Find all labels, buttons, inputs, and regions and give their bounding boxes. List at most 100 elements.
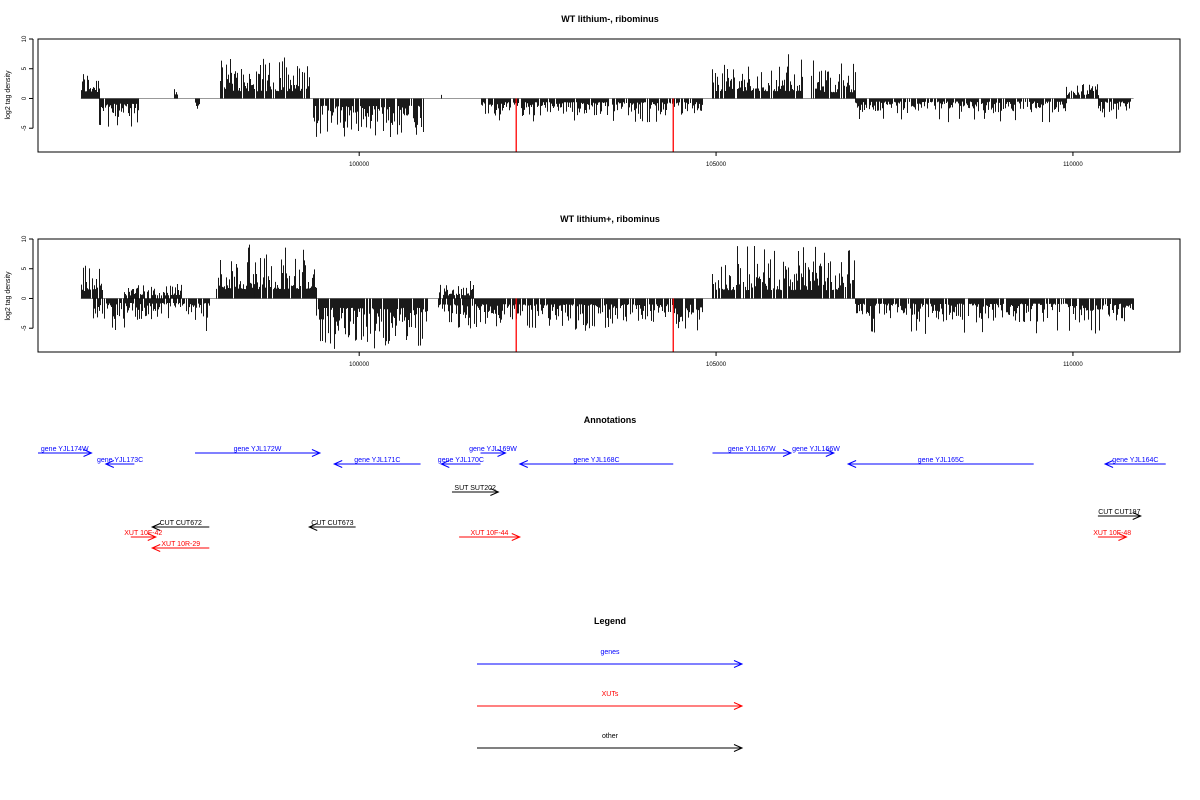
feature-xut: XUT 10F-44 (459, 530, 522, 541)
plot-frame (37, 238, 1181, 353)
feature-gene: gene YJL165C (846, 457, 1034, 468)
arrow-head (733, 702, 744, 710)
arrow-head (497, 449, 507, 457)
panel-title: WT lithium+, ribominus (560, 214, 660, 224)
x-tick-label: 105000 (706, 362, 727, 368)
coverage-bar-group (174, 89, 178, 99)
arrow-head (307, 523, 318, 531)
y-tick-label: 5 (22, 66, 28, 70)
red-markers (515, 98, 674, 152)
legend-item-gene: genes (477, 649, 744, 668)
feature-gene: gene YJL170C (438, 457, 484, 468)
y-axis: 10 5 0 -5 (22, 35, 34, 131)
feature-gene: gene YJL167W (712, 446, 793, 457)
y-tick-label: 5 (22, 266, 28, 270)
x-tick-label: 105000 (706, 162, 727, 168)
x-tick-label: 100000 (349, 362, 370, 368)
feature-gene: gene YJL166W (792, 446, 840, 457)
legend-items: genes XUTs other (477, 649, 744, 752)
arrow-head (1118, 533, 1128, 541)
feature-label: gene YJL170C (438, 457, 484, 464)
coverage-bar-group (81, 265, 103, 299)
coverage-bar-group (313, 98, 424, 137)
arrow-head (490, 488, 500, 496)
arrow-head (733, 744, 744, 752)
feature-label: gene YJL167W (728, 446, 776, 453)
feature-label: SUT SUT202 (454, 485, 496, 492)
arrow-head (440, 460, 450, 468)
annotation-features: gene YJL174W gene YJL173C gene YJL172W gene… (38, 446, 1166, 552)
y-tick-label: -5 (22, 125, 28, 131)
feature-other: SUT SUT202 (451, 485, 500, 496)
legend-item-xut: XUTs (477, 691, 744, 710)
feature-xut: XUT 10F-42 (124, 530, 162, 541)
arrow-head (104, 460, 115, 468)
feature-other: CUT CUT673 (307, 520, 356, 531)
coverage-bar-group (855, 98, 1067, 123)
feature-label: gene YJL168C (573, 457, 619, 464)
track-panel-lithium-minus: WT lithium-, ribominus log2 tag density … (5, 14, 1181, 168)
track-panel-lithium-plus: WT lithium+, ribominus log2 tag density … (5, 214, 1181, 368)
coverage-bar-group (438, 298, 703, 331)
feature-label: XUT 10R-29 (161, 541, 200, 548)
coverage-bars (81, 54, 1131, 137)
arrow-head (83, 449, 93, 457)
feature-gene: gene YJL174W (38, 446, 93, 457)
feature-other: CUT CUT197 (1097, 509, 1142, 520)
y-tick-label: -5 (22, 325, 28, 331)
coverage-bar-group (124, 284, 182, 299)
y-tick-label: 10 (22, 235, 28, 242)
x-tick-label: 110000 (1063, 362, 1083, 368)
legend-label: XUTs (602, 691, 619, 698)
arrow-head (332, 460, 343, 468)
feature-label: CUT CUT673 (311, 520, 353, 527)
coverage-bar-group (220, 57, 310, 99)
y-axis-label: log2 tag density (5, 271, 12, 321)
y-tick-label: 0 (22, 96, 28, 100)
legend-label: genes (600, 649, 620, 656)
arrow-head (511, 533, 522, 541)
feature-gene: gene YJL169W (469, 446, 517, 457)
arrow-head (825, 449, 836, 457)
coverage-bars (81, 244, 1134, 349)
arrow-head (147, 533, 158, 541)
coverage-bar-group (93, 298, 210, 332)
feature-label: XUT 10F-42 (124, 530, 162, 537)
feature-gene: gene YJL164C (1103, 457, 1166, 468)
coverage-bar-group (855, 298, 1134, 334)
coverage-bar-group (316, 298, 428, 349)
feature-label: gene YJL171C (354, 457, 400, 464)
feature-label: gene YJL172W (234, 446, 282, 453)
coverage-bar-group (81, 74, 100, 99)
coverage-bar-group (439, 280, 474, 299)
coverage-bar-group (99, 98, 139, 127)
feature-gene: gene YJL171C (332, 457, 421, 468)
feature-label: gene YJL164C (1112, 457, 1158, 464)
arrow-head (518, 460, 528, 468)
arrow-head (733, 660, 744, 668)
arrow-head (150, 523, 161, 531)
feature-label: gene YJL174W (41, 446, 89, 453)
coverage-bar-group (481, 98, 703, 123)
feature-label: XUT 10F-48 (1093, 530, 1131, 537)
plot-frame (37, 38, 1181, 153)
legend-item-other: other (477, 733, 744, 752)
y-tick-label: 10 (22, 35, 28, 42)
arrow-head (1103, 460, 1114, 468)
feature-xut: XUT 10R-29 (150, 541, 210, 552)
feature-gene: gene YJL173C (97, 457, 143, 468)
feature-xut: XUT 10F-48 (1093, 530, 1131, 541)
x-tick-label: 110000 (1063, 162, 1083, 168)
coverage-bar-group (1098, 98, 1131, 119)
y-axis-label: log2 tag density (5, 70, 12, 120)
y-tick-label: 0 (22, 296, 28, 300)
x-tick-label: 100000 (349, 162, 370, 168)
feature-label: gene YJL173C (97, 457, 143, 464)
coverage-bar-group (811, 60, 856, 99)
feature-label: gene YJL166W (792, 446, 840, 453)
annotations-title: Annotations (584, 415, 637, 425)
legend-label: other (602, 733, 619, 740)
feature-label: gene YJL169W (469, 446, 517, 453)
legend-panel: Legend genes XUTs other (477, 616, 744, 752)
